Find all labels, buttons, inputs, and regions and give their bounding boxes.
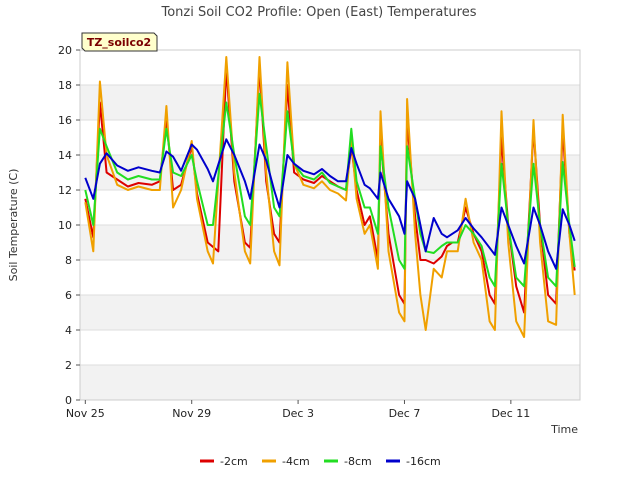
site-badge-label: TZ_soilco2 <box>87 36 151 49</box>
x-tick-label: Dec 3 <box>282 407 314 420</box>
series-lines <box>84 56 576 338</box>
x-tick-label: Nov 25 <box>66 407 105 420</box>
y-tick-label: 2 <box>65 359 72 372</box>
y-tick-label: 14 <box>58 149 72 162</box>
legend-label: -8cm <box>344 455 372 468</box>
y-tick-label: 6 <box>65 289 72 302</box>
y-tick-label: 10 <box>58 219 72 232</box>
y-tick-label: 18 <box>58 79 72 92</box>
x-tick-label: Dec 7 <box>389 407 421 420</box>
x-tick-label: Nov 29 <box>172 407 211 420</box>
legend-label: -2cm <box>220 455 248 468</box>
grid-band <box>80 85 580 120</box>
chart-title: Tonzi Soil CO2 Profile: Open (East) Temp… <box>160 5 476 20</box>
series-line-16cm <box>84 138 576 270</box>
y-tick-label: 16 <box>58 114 72 127</box>
legend-label: -4cm <box>282 455 310 468</box>
x-tick-label: Dec 11 <box>491 407 530 420</box>
legend-label: -16cm <box>406 455 441 468</box>
grid-band <box>80 365 580 400</box>
x-axis-title: Time <box>550 423 578 436</box>
site-badge: TZ_soilco2 <box>81 32 158 52</box>
background-bands <box>80 85 580 400</box>
legend: -2cm -4cm -8cm -16cm <box>200 455 441 468</box>
y-tick-label: 4 <box>65 324 72 337</box>
grid-band <box>80 225 580 260</box>
y-tick-label: 12 <box>58 184 72 197</box>
y-tick-label: 8 <box>65 254 72 267</box>
x-axis: Nov 25 Nov 29 Dec 3 Dec 7 Dec 11 <box>66 400 530 420</box>
y-axis-title: Soil Temperature (C) <box>7 169 20 282</box>
grid-band <box>80 295 580 330</box>
y-tick-label: 0 <box>65 394 72 407</box>
y-tick-label: 20 <box>58 44 72 57</box>
y-axis: 0 2 4 6 8 10 12 14 16 18 20 <box>58 44 80 407</box>
series-line-4cm <box>84 56 576 338</box>
